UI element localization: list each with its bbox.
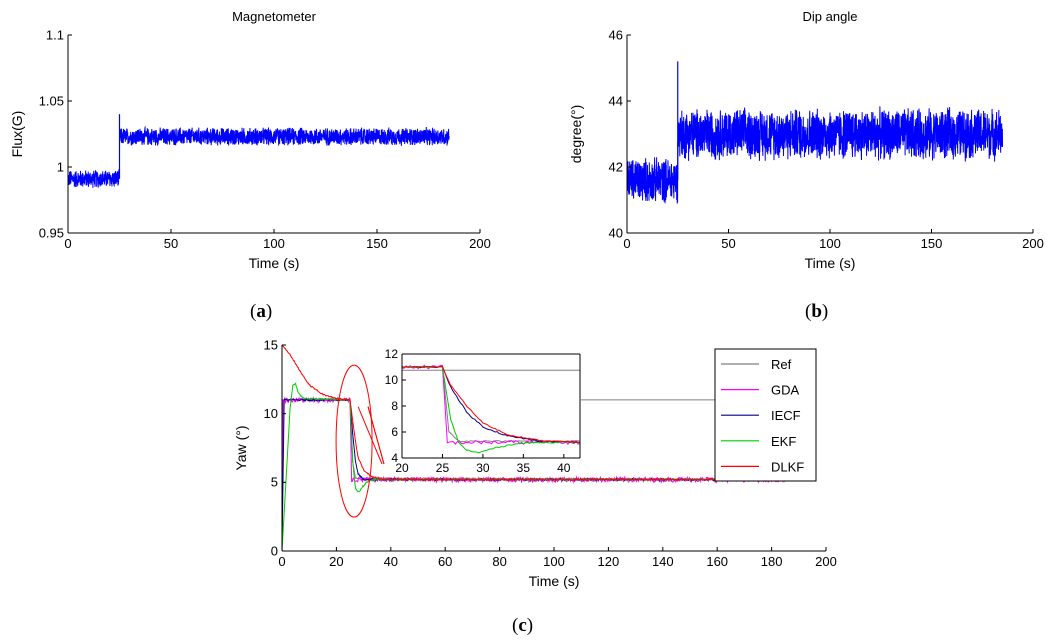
legend-label-iecf: IECF (771, 408, 801, 423)
y-tick-label: 6 (391, 425, 398, 439)
zoom-ellipse (335, 364, 373, 518)
x-axis-label: Time (s) (805, 255, 856, 271)
series-dlkf (281, 344, 786, 482)
chart-dip-angle: Dip angle 0 50 100 150 200 40 42 44 46 Time (s) deg… (568, 9, 1044, 271)
y-tick-label: 1 (57, 159, 64, 174)
legend-label-ref: Ref (771, 357, 792, 372)
y-tick-label: 44 (609, 93, 623, 108)
x-tick-label: 100 (819, 236, 841, 251)
caption-c: (c) (512, 615, 534, 636)
x-tick-label: 200 (815, 554, 837, 569)
y-tick-label: 40 (609, 225, 623, 240)
chart-title: Dip angle (803, 9, 858, 24)
y-axis-label: Yaw (°) (233, 425, 249, 470)
x-tick-label: 100 (543, 554, 565, 569)
caption-c-letter: c (518, 615, 527, 636)
y-tick-label: 15 (264, 337, 278, 352)
chart-yaw: 0 20 40 60 80 100 120 140 160 180 200 0 5 10 15 Time (s… (233, 337, 837, 589)
caption-a-letter: a (256, 301, 266, 322)
x-tick-label: 160 (706, 554, 728, 569)
legend-label-ekf: EKF (771, 434, 796, 449)
x-axis-label: Time (s) (529, 573, 580, 589)
legend: Ref GDA IECF EKF DLKF (714, 348, 817, 482)
x-tick-label: 100 (263, 236, 285, 251)
legend-label-gda: GDA (771, 383, 800, 398)
x-tick-label: 35 (517, 461, 531, 475)
y-tick-label: 0.95 (39, 225, 64, 240)
x-tick-label: 40 (384, 554, 398, 569)
x-tick-label: 120 (598, 554, 620, 569)
inset-series-dlkf (401, 365, 581, 444)
y-axis-label: Flux(G) (9, 111, 25, 158)
x-tick-label: 20 (329, 554, 343, 569)
y-tick-label: 1.05 (39, 93, 64, 108)
x-tick-label: 200 (469, 236, 491, 251)
y-axis-label: degree(°) (568, 105, 584, 164)
x-tick-label: 40 (557, 461, 571, 475)
x-tick-label: 150 (366, 236, 388, 251)
chart-title: Magnetometer (232, 9, 316, 24)
y-tick-label: 4 (391, 451, 398, 465)
y-tick-label: 10 (385, 373, 399, 387)
x-tick-label: 80 (492, 554, 506, 569)
x-tick-label: 25 (436, 461, 450, 475)
x-tick-label: 180 (761, 554, 783, 569)
legend-label-dlkf: DLKF (771, 459, 804, 474)
x-tick-label: 20 (395, 461, 409, 475)
inset-plot: 20 25 30 35 40 4 6 8 10 12 (385, 347, 581, 475)
y-tick-label: 0 (271, 543, 278, 558)
x-tick-label: 0 (623, 236, 630, 251)
zoom-connector (367, 406, 385, 465)
y-tick-label: 1.1 (46, 27, 64, 42)
caption-b-letter: b (811, 301, 822, 322)
x-tick-label: 60 (438, 554, 452, 569)
x-tick-label: 140 (652, 554, 674, 569)
y-tick-label: 8 (391, 399, 398, 413)
x-axis-label: Time (s) (249, 255, 300, 271)
y-tick-label: 5 (271, 475, 278, 490)
series-line (626, 106, 1004, 204)
caption-b: (b) (805, 301, 829, 322)
x-tick-label: 30 (476, 461, 490, 475)
x-tick-label: 150 (921, 236, 943, 251)
zoom-connector-2 (357, 406, 383, 465)
x-tick-label: 50 (721, 236, 735, 251)
x-tick-label: 50 (164, 236, 178, 251)
chart-magnetometer: Magnetometer 0 50 100 150 200 0.95 1 1.05 1.1 Time… (9, 9, 491, 271)
series-line (67, 125, 450, 188)
y-tick-label: 46 (609, 27, 623, 42)
y-tick-label: 12 (385, 347, 399, 361)
x-tick-label: 200 (1022, 236, 1044, 251)
x-tick-label: 0 (64, 236, 71, 251)
y-tick-label: 42 (609, 159, 623, 174)
y-tick-label: 10 (264, 406, 278, 421)
series-gda (281, 396, 786, 552)
x-tick-label: 0 (278, 554, 285, 569)
caption-a: (a) (250, 301, 273, 322)
